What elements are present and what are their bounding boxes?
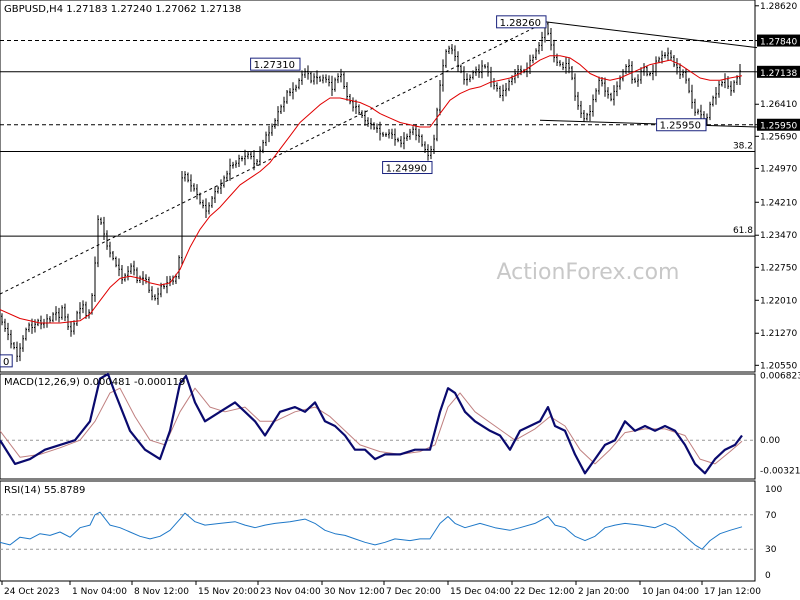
trendline-2 bbox=[539, 119, 758, 128]
price-panel-frame bbox=[0, 0, 756, 373]
price-tick-label-0: 1.28620 bbox=[760, 2, 797, 12]
price-tag-4: 1.25950 bbox=[760, 122, 797, 132]
macd-tick-label-0: 0.006823 bbox=[760, 372, 800, 382]
macd-line bbox=[0, 372, 743, 475]
time-tick-label-6: 7 Dec 20:00 bbox=[386, 587, 441, 597]
fib-label-4: 61.8 bbox=[733, 226, 753, 236]
price-tag-2: 1.27138 bbox=[760, 69, 797, 79]
callout-layer: 1.28260 1.27310 1.24990 1.25950 0 bbox=[0, 15, 707, 368]
time-tick-label-3: 15 Nov 20:00 bbox=[198, 587, 259, 597]
trendline-layer bbox=[0, 21, 758, 295]
price-tag-bg-2 bbox=[757, 65, 800, 78]
price-tick-label-5: 1.25690 bbox=[760, 132, 797, 142]
callout-label-3: 1.25950 bbox=[660, 121, 701, 132]
callout-label-0: 1.28260 bbox=[500, 18, 541, 29]
rsi-label: RSI(14) 55.8789 bbox=[4, 485, 85, 496]
macd-signal-line bbox=[0, 387, 743, 465]
price-tick-label-8: 1.23470 bbox=[760, 231, 797, 241]
rsi-tick-label-2: 30 bbox=[765, 545, 777, 555]
time-tick-label-7: 15 Dec 04:00 bbox=[450, 587, 511, 597]
symbol-header: GBPUSD,H4 1.27183 1.27240 1.27062 1.2713… bbox=[4, 4, 241, 15]
watermark: ActionForex.com bbox=[497, 260, 680, 285]
trendline-1 bbox=[545, 21, 758, 49]
rsi-tick-label-0: 100 bbox=[765, 485, 782, 495]
rsi-tick-label-3: 0 bbox=[765, 571, 771, 581]
time-tick-label-8: 22 Dec 12:00 bbox=[514, 587, 575, 597]
price-tick-label-11: 1.21270 bbox=[760, 329, 797, 339]
macd-label: MACD(12,26,9) 0.000481 -0.000119 bbox=[4, 377, 185, 388]
time-tick-label-1: 1 Nov 04:00 bbox=[72, 587, 127, 597]
time-tick-label-0: 24 Oct 2023 bbox=[4, 587, 60, 597]
time-tick-label-11: 17 Jan 12:00 bbox=[704, 587, 761, 597]
macd-tick-label-2: -0.00321 bbox=[760, 467, 800, 477]
time-tick-label-10: 10 Jan 04:00 bbox=[642, 587, 699, 597]
callout-label-4: 0 bbox=[3, 357, 9, 368]
callout-label-1: 1.27310 bbox=[254, 60, 295, 71]
price-tick-label-12: 1.20550 bbox=[760, 361, 797, 371]
rsi-layer: 100 70 30 0 bbox=[0, 485, 782, 581]
callout-box-2 bbox=[382, 161, 433, 175]
time-tick-label-9: 2 Jan 20:00 bbox=[578, 587, 630, 597]
rsi-panel-frame bbox=[0, 480, 756, 582]
price-tick-label-7: 1.24210 bbox=[760, 198, 797, 208]
price-axis: 1.28620 1.27840 1.27138 1.26410 1.259501.256… bbox=[755, 2, 800, 371]
price-tick-label-3: 1.26410 bbox=[760, 100, 797, 110]
price-tag-bg-1 bbox=[757, 34, 800, 47]
callout-label-2: 1.24990 bbox=[386, 164, 427, 175]
price-tick-label-6: 1.24970 bbox=[760, 164, 797, 174]
macd-panel-frame bbox=[0, 373, 756, 480]
callout-box-3 bbox=[656, 118, 707, 132]
price-tag-bg-4 bbox=[757, 118, 800, 131]
time-tick-label-5: 30 Nov 12:00 bbox=[324, 587, 385, 597]
time-tick-label-2: 8 Nov 12:00 bbox=[134, 587, 189, 597]
callout-box-4 bbox=[0, 354, 13, 368]
price-tag-1: 1.27840 bbox=[760, 38, 797, 48]
price-tick-label-10: 1.22010 bbox=[760, 296, 797, 306]
moving-average-line bbox=[0, 55, 743, 324]
rsi-tick-label-1: 70 bbox=[765, 511, 777, 521]
price-tick-label-9: 1.22750 bbox=[760, 263, 797, 273]
macd-tick-label-1: 0.00 bbox=[760, 436, 780, 446]
time-axis: 24 Oct 2023 1 Nov 04:00 8 Nov 12:00 15 Nov … bbox=[1, 581, 761, 597]
moving-average-layer bbox=[0, 55, 743, 324]
callout-box-0 bbox=[496, 15, 547, 29]
time-tick-label-4: 23 Nov 04:00 bbox=[260, 587, 321, 597]
callout-box-1 bbox=[250, 57, 301, 71]
fib-label-3: 38.2 bbox=[733, 141, 753, 151]
macd-layer: 0.006823 0.00 -0.00321 bbox=[0, 372, 800, 477]
rsi-line bbox=[0, 511, 743, 550]
